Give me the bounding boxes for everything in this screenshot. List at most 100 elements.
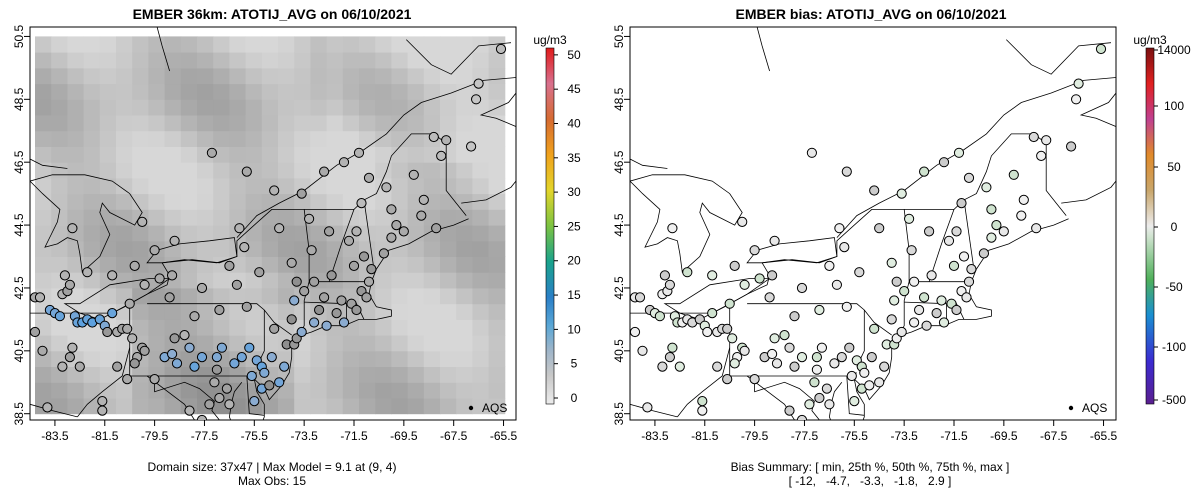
aqs-site-marker bbox=[306, 245, 317, 256]
grid-cell bbox=[310, 209, 328, 226]
grid-cell bbox=[359, 99, 376, 116]
aqs-site-marker bbox=[809, 377, 820, 388]
grid-cell bbox=[99, 115, 117, 132]
aqs-site-marker bbox=[1066, 141, 1077, 152]
grid-cell bbox=[440, 52, 457, 69]
grid-cell bbox=[294, 193, 311, 210]
aqs-site-marker bbox=[122, 374, 133, 385]
aqs-site-marker bbox=[363, 276, 375, 287]
grid-cell bbox=[35, 67, 52, 85]
grid-cell bbox=[197, 225, 214, 242]
grid-cell bbox=[180, 256, 198, 273]
grid-cell bbox=[310, 67, 328, 85]
grid-cell bbox=[456, 303, 473, 320]
aqs-site-marker bbox=[667, 223, 678, 234]
grid-cell bbox=[359, 382, 376, 399]
aqs-site-marker bbox=[211, 364, 222, 375]
colorbar-label: 0 bbox=[1171, 220, 1178, 234]
y-tick-label: 44.5 bbox=[12, 213, 26, 237]
aqs-site-marker bbox=[164, 292, 175, 303]
colorbar bbox=[545, 47, 555, 405]
aqs-site-marker bbox=[769, 235, 780, 246]
grid-cell bbox=[342, 83, 360, 100]
grid-cell bbox=[375, 130, 392, 147]
grid-cell bbox=[67, 130, 85, 147]
grid-cell bbox=[391, 115, 409, 132]
grid-cell bbox=[245, 130, 263, 147]
aqs-site-marker bbox=[231, 279, 242, 290]
aqs-site-marker bbox=[804, 399, 815, 410]
grid-cell bbox=[35, 240, 52, 257]
aqs-site-marker bbox=[951, 226, 962, 237]
colorbar-label: 25 bbox=[567, 219, 581, 233]
grid-cell bbox=[456, 67, 473, 85]
grid-cell bbox=[261, 209, 279, 226]
aqs-site-marker bbox=[664, 279, 676, 290]
grid-cell bbox=[375, 209, 392, 226]
aqs-site-marker bbox=[948, 260, 960, 271]
aqs-site-marker bbox=[286, 257, 297, 268]
grid-cell bbox=[164, 52, 182, 69]
grid-cell bbox=[278, 36, 295, 53]
grid-cell bbox=[116, 130, 133, 147]
aqs-legend-label: AQS bbox=[482, 401, 507, 415]
grid-cell bbox=[278, 240, 295, 257]
aqs-site-marker bbox=[304, 213, 315, 224]
right-map-panel: -83.5 -81.5 -79.5 -77.5 -75.5 -73.5 -71.5 -69.5… bbox=[612, 24, 1191, 443]
aqs-site-marker bbox=[899, 286, 910, 297]
grid-cell bbox=[99, 130, 117, 147]
aqs-site-marker bbox=[919, 166, 930, 177]
grid-cell bbox=[278, 52, 295, 69]
aqs-site-marker bbox=[834, 223, 845, 234]
grid-cell bbox=[310, 398, 328, 415]
aqs-site-marker bbox=[926, 270, 937, 281]
grid-cell bbox=[407, 366, 425, 383]
aqs-site-marker bbox=[343, 235, 355, 246]
aqs-site-marker bbox=[154, 273, 165, 284]
aqs-site-marker bbox=[667, 342, 678, 353]
grid-cell bbox=[342, 398, 360, 415]
grid-cell bbox=[375, 193, 392, 210]
aqs-site-marker bbox=[269, 323, 280, 334]
aqs-site-marker bbox=[961, 292, 972, 303]
aqs-site-marker bbox=[149, 245, 160, 256]
grid-cell bbox=[99, 225, 117, 242]
aqs-site-marker bbox=[266, 352, 277, 363]
grid-cell bbox=[326, 209, 344, 226]
grid-cell bbox=[375, 36, 392, 53]
grid-cell bbox=[391, 67, 409, 85]
grid-cell bbox=[472, 240, 490, 257]
shoreline bbox=[1006, 39, 1112, 75]
grid-cell bbox=[51, 193, 68, 210]
colorbar-label: 45 bbox=[567, 82, 581, 96]
grid-cell bbox=[488, 256, 506, 273]
aqs-site-marker bbox=[784, 342, 795, 353]
grid-cell bbox=[391, 319, 409, 336]
grid-cell bbox=[99, 177, 117, 195]
grid-cell bbox=[326, 398, 344, 415]
grid-cell bbox=[375, 398, 392, 415]
grid-cell bbox=[148, 288, 166, 305]
aqs-site-marker bbox=[34, 292, 46, 303]
site-markers bbox=[630, 43, 1107, 420]
grid-cell bbox=[180, 67, 198, 85]
aqs-site-marker bbox=[241, 301, 252, 312]
grid-cell bbox=[423, 162, 441, 179]
grid-cell bbox=[35, 382, 52, 399]
aqs-site-marker bbox=[682, 267, 693, 278]
grid-cell bbox=[116, 52, 133, 69]
grid-cell bbox=[423, 209, 441, 226]
grid-cell bbox=[423, 67, 441, 85]
grid-cell bbox=[294, 36, 311, 53]
shoreline bbox=[236, 77, 516, 238]
grid-cell bbox=[375, 115, 392, 132]
grid-cell bbox=[116, 115, 133, 132]
grid-cell bbox=[148, 36, 166, 53]
grid-cell bbox=[472, 335, 490, 352]
grid-cell bbox=[407, 177, 425, 195]
grid-cell bbox=[51, 36, 68, 53]
grid-cell bbox=[67, 209, 85, 226]
grid-cell bbox=[180, 115, 198, 132]
grid-cell bbox=[278, 99, 295, 116]
grid-cell bbox=[261, 240, 279, 257]
